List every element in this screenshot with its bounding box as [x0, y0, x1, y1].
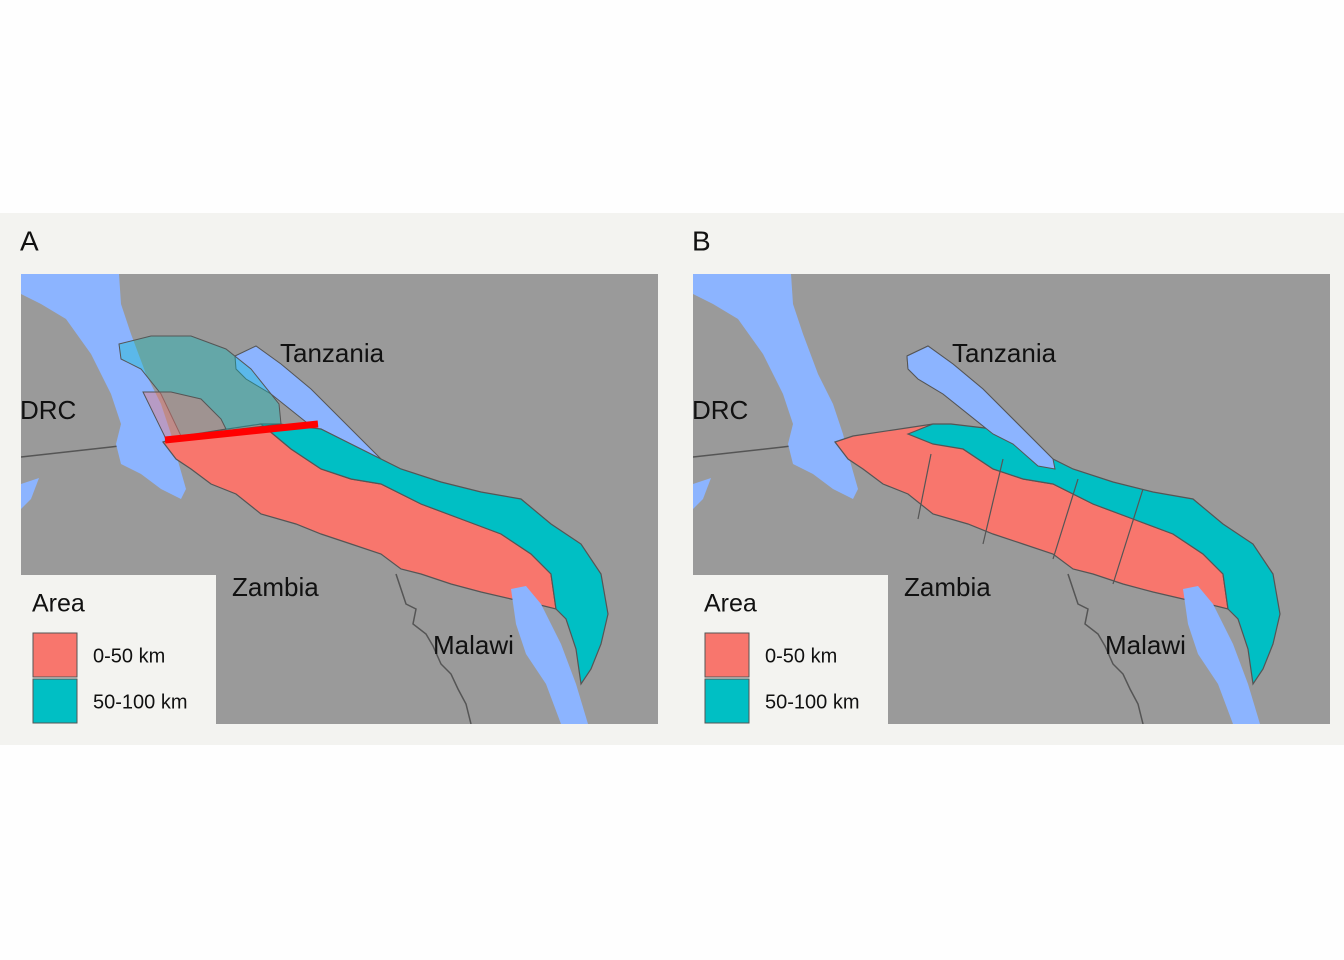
zone-divider: [1052, 478, 1079, 560]
legend-key: [704, 678, 750, 724]
legend-label: 0-50 km: [93, 645, 165, 667]
map: Tanzania DRC Zambia Malawi: [20, 274, 658, 724]
country-label: Tanzania: [952, 338, 1057, 368]
legend-key: [32, 632, 78, 678]
legend-key: [704, 632, 750, 678]
country-label: DRC: [692, 395, 748, 425]
legend: Area 0-50 km 50-100 km: [21, 575, 216, 724]
country-label: Tanzania: [280, 338, 385, 368]
legend-label: 50-100 km: [93, 691, 188, 713]
panel-label: A: [20, 225, 39, 256]
legend-title: Area: [32, 590, 85, 618]
legend: Area 0-50 km 50-100 km: [693, 575, 888, 724]
country-label: Zambia: [904, 572, 991, 602]
country-label: Malawi: [1105, 630, 1186, 660]
overlay-50-100: [118, 335, 282, 437]
panel: A Tanzania DRC Zambia Malawi Area 0-50 km 50-10…: [20, 225, 658, 724]
country-label: Zambia: [232, 572, 319, 602]
legend-key: [32, 678, 78, 724]
transect-line: [164, 420, 319, 444]
legend-label: 50-100 km: [765, 691, 860, 713]
map: Tanzania DRC Zambia Malawi: [692, 274, 1330, 724]
country-label: Malawi: [433, 630, 514, 660]
lake-rukwa: [906, 345, 1056, 470]
panel-label: B: [692, 225, 711, 256]
zone-divider: [917, 453, 932, 520]
panel: B Tanzania DRC Zambia Malawi Area 0-50 km 50-10…: [692, 225, 1330, 724]
legend-title: Area: [704, 590, 757, 618]
legend-label: 0-50 km: [765, 645, 837, 667]
zone-divider: [982, 458, 1004, 545]
country-label: DRC: [20, 395, 76, 425]
zone-divider: [1112, 488, 1144, 585]
